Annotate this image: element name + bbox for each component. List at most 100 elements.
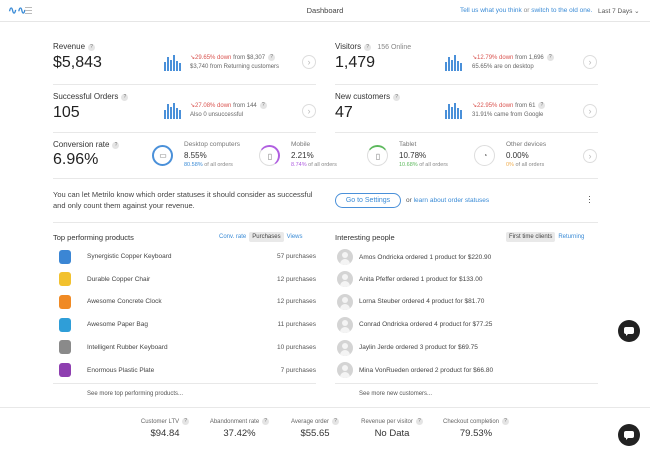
divider (335, 84, 598, 85)
help-icon[interactable]: ? (112, 142, 120, 149)
new-customers-chevron-right-icon[interactable]: › (583, 104, 597, 118)
divider (53, 222, 598, 223)
help-icon[interactable]: ? (259, 102, 267, 109)
divider (335, 383, 598, 384)
revenue-chevron-right-icon[interactable]: › (302, 55, 316, 69)
person-entry[interactable]: Anita Pfeffer ordered 1 product for $133… (359, 276, 483, 283)
help-icon[interactable]: ? (268, 54, 276, 61)
orders-detail: Also 0 unsuccessful (190, 112, 244, 118)
devices-chevron-right-icon[interactable]: › (583, 149, 597, 163)
feedback-area: Tell us what you think or switch to the … (460, 7, 592, 14)
orders-change: ↘27.08% down from 144? (190, 102, 267, 110)
go-to-settings-button[interactable]: Go to Settings (335, 193, 401, 208)
product-count: 12 purchases (276, 276, 316, 283)
chat-bubble-icon[interactable] (618, 424, 640, 446)
device-value: 8.55% (184, 151, 207, 160)
feedback-or: or (523, 7, 530, 14)
product-count: 10 purchases (276, 344, 316, 351)
order-status-info: You can let Metrilo know which order sta… (53, 190, 313, 210)
feedback-link[interactable]: Tell us what you think (460, 7, 522, 14)
visitors-change-pct: ↘12.79% down (472, 55, 514, 61)
help-icon[interactable]: ? (502, 418, 510, 425)
footer-stat-value: 79.53% (459, 428, 493, 439)
product-thumbnail-icon (59, 340, 71, 354)
product-name[interactable]: Awesome Concrete Clock (87, 298, 162, 305)
device-share: 8.74% of all orders (291, 162, 337, 168)
product-name[interactable]: Enormous Plastic Plate (87, 367, 155, 374)
tab-first-time-clients[interactable]: First time clients (506, 232, 556, 242)
product-name[interactable]: Durable Copper Chair (87, 276, 151, 283)
person-entry[interactable]: Lorna Steuber ordered 4 product for $81.… (359, 298, 485, 305)
product-count: 57 purchases (276, 253, 316, 260)
menu-icon[interactable] (25, 7, 32, 14)
orders-value: 105 (53, 104, 80, 121)
see-more-products-link[interactable]: See more top performing products... (87, 391, 184, 397)
learn-order-statuses-link[interactable]: learn about order statuses (413, 197, 490, 204)
avatar (337, 362, 353, 378)
product-count: 7 purchases (280, 367, 316, 374)
learn-area: or learn about order statuses (406, 197, 489, 204)
product-thumbnail-icon (59, 295, 71, 309)
footer-stat-value: No Data (374, 428, 410, 439)
person-entry[interactable]: Mina VonRueden ordered 2 product for $66… (359, 367, 494, 374)
device-label: Tablet (399, 141, 417, 148)
person-entry[interactable]: Amos Ondricka ordered 1 product for $220… (359, 254, 492, 261)
device-value: 0.00% (506, 151, 529, 160)
help-icon[interactable]: ? (415, 418, 423, 425)
help-icon[interactable]: ? (121, 94, 129, 101)
help-icon[interactable]: ? (546, 54, 554, 61)
see-more-customers-link[interactable]: See more new customers... (359, 391, 433, 397)
device-value: 10.78% (399, 151, 427, 160)
orders-label: Successful Orders? (53, 92, 129, 101)
help-icon[interactable]: ? (364, 44, 372, 51)
help-icon[interactable]: ? (262, 418, 270, 425)
people-tabs: First time clients Returning (506, 232, 587, 242)
chat-bubble-icon[interactable] (618, 320, 640, 342)
device-label: Other devices (506, 141, 547, 148)
help-icon[interactable]: ? (393, 94, 401, 101)
tab-views[interactable]: Views (286, 234, 303, 240)
product-count: 11 purchases (277, 321, 316, 328)
new-customers-change-pct: ↘22.95% down (472, 103, 514, 109)
help-icon[interactable]: ? (88, 44, 96, 51)
avatar (337, 249, 353, 265)
switch-old-link[interactable]: switch to the old one. (531, 7, 593, 14)
footer-stat-label: Revenue per visitor? (352, 418, 432, 425)
monitor-icon: ▭ (152, 145, 173, 166)
visitors-chevron-right-icon[interactable]: › (583, 55, 597, 69)
person-entry[interactable]: Jaylin Jerde ordered 3 product for $69.7… (359, 344, 478, 351)
other-device-icon: ◔ (474, 145, 495, 166)
device-share: 80.58% of all orders (184, 162, 233, 168)
divider (53, 178, 598, 179)
revenue-change-pct: ↘29.65% down (190, 55, 232, 61)
help-icon[interactable]: ? (538, 102, 546, 109)
revenue-label: Revenue? (53, 42, 96, 51)
tab-conv-rate[interactable]: Conv. rate (219, 234, 247, 240)
page-title: Dashboard (306, 6, 344, 15)
tab-purchases[interactable]: Purchases (249, 232, 284, 242)
footer-stat-value: 37.42% (223, 428, 256, 439)
product-count: 12 purchases (276, 298, 316, 305)
help-icon[interactable]: ? (331, 418, 339, 425)
divider (53, 383, 316, 384)
chevron-down-icon: ⌄ (634, 8, 640, 15)
metrilo-logo-icon[interactable]: ∿∿ (8, 5, 27, 17)
date-range-select[interactable]: Last 7 Days ⌄ (598, 7, 640, 15)
product-name[interactable]: Synergistic Copper Keyboard (87, 253, 172, 260)
help-icon[interactable]: ? (182, 418, 190, 425)
product-name[interactable]: Intelligent Rubber Keyboard (87, 344, 168, 351)
orders-chevron-right-icon[interactable]: › (302, 104, 316, 118)
online-count: 156 Online (377, 44, 412, 51)
tab-returning[interactable]: Returning (558, 234, 585, 240)
new-customers-change: ↘22.95% down from 61? (472, 102, 546, 110)
revenue-detail: $3,740 from Returning customers (190, 64, 280, 70)
visitors-detail: 65.65% are on desktop (472, 64, 534, 70)
person-entry[interactable]: Conrad Ondricka ordered 4 product for $7… (359, 321, 493, 328)
device-label: Desktop computers (184, 141, 240, 148)
product-name[interactable]: Awesome Paper Bag (87, 321, 148, 328)
footer-stat-label: Checkout completion? (436, 418, 516, 425)
more-options-icon[interactable]: · · · (588, 191, 591, 207)
mobile-icon: ▯ (259, 145, 280, 166)
footer-stat-value: $94.84 (150, 428, 180, 439)
product-thumbnail-icon (59, 363, 71, 377)
